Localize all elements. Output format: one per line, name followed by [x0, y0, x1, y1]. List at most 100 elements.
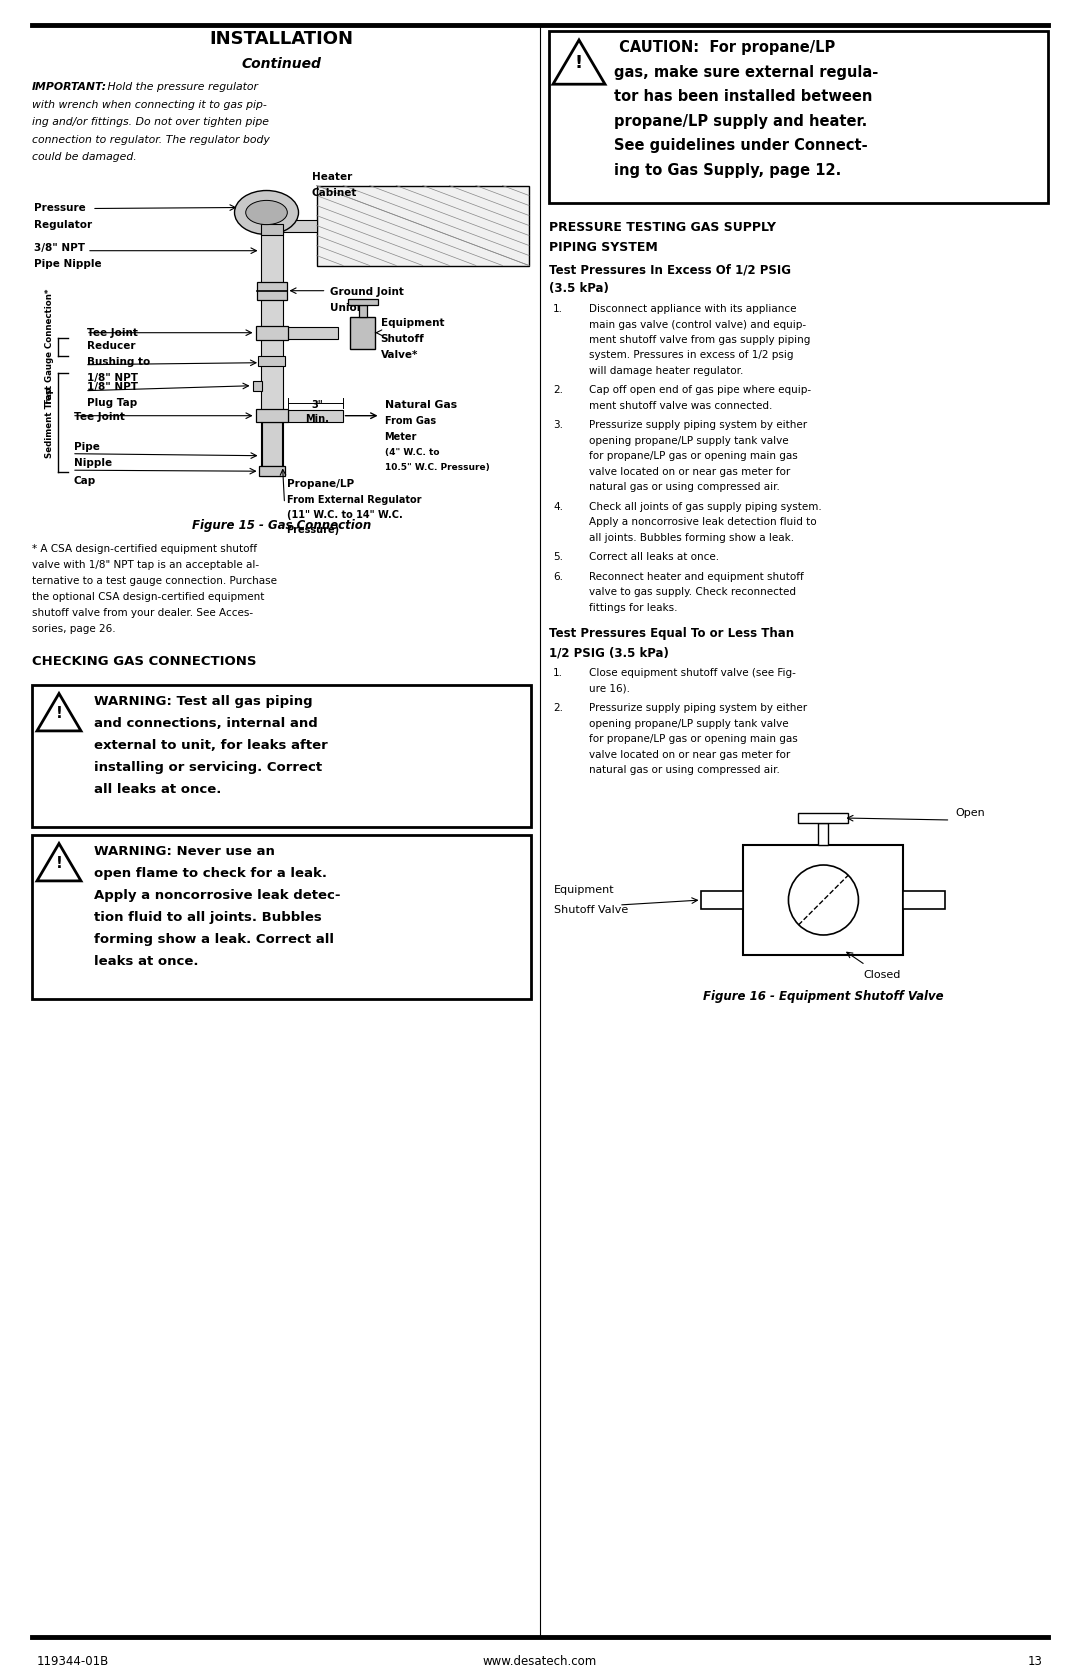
Text: all leaks at once.: all leaks at once. [94, 783, 221, 796]
Text: ing and/or fittings. Do not over tighten pipe: ing and/or fittings. Do not over tighten… [32, 117, 269, 127]
Bar [819, 823, 828, 845]
Text: 1/8" NPT: 1/8" NPT [87, 382, 138, 392]
Text: 3": 3" [311, 399, 323, 409]
Text: CAUTION:  For propane/LP: CAUTION: For propane/LP [615, 40, 835, 55]
Text: and connections, internal and: and connections, internal and [94, 716, 318, 729]
Text: natural gas or using compressed air.: natural gas or using compressed air. [589, 766, 780, 776]
Text: installing or servicing. Correct: installing or servicing. Correct [94, 761, 322, 773]
Text: 1.: 1. [553, 304, 563, 314]
Text: Reducer: Reducer [87, 340, 135, 350]
Text: Equipment: Equipment [380, 317, 444, 327]
Bar [258, 466, 284, 476]
Text: Equipment: Equipment [554, 885, 615, 895]
Text: external to unit, for leaks after: external to unit, for leaks after [94, 738, 327, 751]
Text: gas, make sure external regula-: gas, make sure external regula- [615, 65, 878, 80]
Text: From External Regulator: From External Regulator [286, 494, 421, 504]
Bar [350, 317, 375, 349]
Text: Min.: Min. [305, 414, 329, 424]
Text: could be damaged.: could be damaged. [32, 152, 137, 162]
Text: Pressure): Pressure) [286, 524, 339, 534]
Text: ure 16).: ure 16). [589, 684, 630, 694]
Text: (11" W.C. to 14" W.C.: (11" W.C. to 14" W.C. [286, 509, 402, 519]
Text: Test Pressures In Excess Of 1/2 PSIG: Test Pressures In Excess Of 1/2 PSIG [549, 264, 791, 275]
Text: open flame to check for a leak.: open flame to check for a leak. [94, 866, 327, 880]
Text: all joints. Bubbles forming show a leak.: all joints. Bubbles forming show a leak. [589, 532, 794, 542]
Text: sories, page 26.: sories, page 26. [32, 624, 116, 634]
Text: Regulator: Regulator [33, 220, 92, 230]
Text: !: ! [55, 706, 63, 721]
Text: Shutoff: Shutoff [380, 334, 424, 344]
Text: 6.: 6. [553, 572, 563, 582]
Text: ment shutoff valve from gas supply piping: ment shutoff valve from gas supply pipin… [589, 335, 810, 345]
Text: forming show a leak. Correct all: forming show a leak. Correct all [94, 933, 334, 946]
Text: main gas valve (control valve) and equip-: main gas valve (control valve) and equip… [589, 319, 806, 329]
Text: Tee Joint: Tee Joint [75, 412, 125, 422]
Text: natural gas or using compressed air.: natural gas or using compressed air. [589, 482, 780, 492]
Text: * A CSA design-certified equipment shutoff: * A CSA design-certified equipment shuto… [32, 544, 257, 554]
Text: 1/2 PSIG (3.5 kPa): 1/2 PSIG (3.5 kPa) [549, 646, 669, 659]
Text: Close equipment shutoff valve (see Fig-: Close equipment shutoff valve (see Fig- [589, 669, 796, 679]
Text: Natural Gas: Natural Gas [384, 399, 457, 409]
Bar [348, 299, 378, 305]
Text: See guidelines under Connect-: See guidelines under Connect- [615, 139, 867, 154]
Text: opening propane/LP supply tank valve: opening propane/LP supply tank valve [589, 719, 788, 729]
Text: propane/LP supply and heater.: propane/LP supply and heater. [615, 113, 867, 129]
Text: 4.: 4. [553, 502, 563, 512]
Text: 3/8" NPT: 3/8" NPT [33, 242, 85, 252]
Text: 2.: 2. [553, 704, 563, 714]
Text: Cap off open end of gas pipe where equip-: Cap off open end of gas pipe where equip… [589, 386, 811, 396]
Text: (4" W.C. to: (4" W.C. to [384, 447, 438, 457]
Text: INSTALLATION: INSTALLATION [210, 30, 353, 48]
Text: 10.5" W.C. Pressure): 10.5" W.C. Pressure) [384, 462, 489, 472]
Text: Heater: Heater [311, 172, 352, 182]
Text: PRESSURE TESTING GAS SUPPLY: PRESSURE TESTING GAS SUPPLY [549, 220, 777, 234]
Bar [287, 409, 342, 422]
Text: Continued: Continued [242, 57, 322, 72]
Bar [32, 834, 531, 998]
Text: (3.5 kPa): (3.5 kPa) [549, 282, 609, 295]
Text: Reconnect heater and equipment shutoff: Reconnect heater and equipment shutoff [589, 572, 804, 582]
Text: Tee Joint: Tee Joint [87, 327, 138, 337]
Text: tion fluid to all joints. Bubbles: tion fluid to all joints. Bubbles [94, 911, 322, 923]
Text: Check all joints of gas supply piping system.: Check all joints of gas supply piping sy… [589, 502, 822, 512]
Text: 5.: 5. [553, 552, 563, 562]
Text: system. Pressures in excess of 1/2 psig: system. Pressures in excess of 1/2 psig [589, 350, 794, 361]
Bar [258, 355, 285, 366]
Text: Plug Tap: Plug Tap [87, 397, 137, 407]
Text: opening propane/LP supply tank valve: opening propane/LP supply tank valve [589, 436, 788, 446]
Text: Cap: Cap [75, 476, 96, 486]
Text: ternative to a test gauge connection. Purchase: ternative to a test gauge connection. Pu… [32, 576, 276, 586]
Text: Valve*: Valve* [380, 350, 418, 361]
Text: !: ! [575, 55, 583, 72]
Text: Apply a noncorrosive leak detec-: Apply a noncorrosive leak detec- [94, 888, 340, 901]
Text: ing to Gas Supply, page 12.: ing to Gas Supply, page 12. [615, 162, 841, 177]
Text: the optional CSA design-certified equipment: the optional CSA design-certified equipm… [32, 591, 265, 601]
Text: will damage heater regulator.: will damage heater regulator. [589, 366, 743, 376]
Bar [256, 325, 287, 340]
Text: Pressure: Pressure [33, 202, 85, 212]
Text: Open: Open [956, 808, 985, 818]
Bar [904, 891, 945, 910]
Bar [256, 409, 287, 422]
Text: with wrench when connecting it to gas pip-: with wrench when connecting it to gas pi… [32, 100, 267, 110]
Text: tor has been installed between: tor has been installed between [615, 88, 873, 103]
Text: valve with 1/8" NPT tap is an acceptable al-: valve with 1/8" NPT tap is an acceptable… [32, 559, 259, 569]
Text: WARNING: Test all gas piping: WARNING: Test all gas piping [94, 694, 312, 708]
Bar [283, 327, 338, 339]
Text: Shutoff Valve: Shutoff Valve [554, 905, 629, 915]
Text: 1.: 1. [553, 669, 563, 679]
Text: valve to gas supply. Check reconnected: valve to gas supply. Check reconnected [589, 587, 796, 598]
Text: fittings for leaks.: fittings for leaks. [589, 603, 677, 613]
Text: Cabinet: Cabinet [311, 187, 356, 197]
Text: Figure 16 - Equipment Shutoff Valve: Figure 16 - Equipment Shutoff Valve [703, 990, 944, 1003]
Text: PIPING SYSTEM: PIPING SYSTEM [549, 240, 658, 254]
Bar [316, 185, 529, 265]
Bar [257, 282, 286, 300]
Text: Closed: Closed [863, 970, 901, 980]
Text: Pipe Nipple: Pipe Nipple [33, 259, 102, 269]
Bar [261, 422, 282, 466]
Text: Meter: Meter [384, 432, 417, 442]
Text: www.desatech.com: www.desatech.com [483, 1656, 597, 1667]
Text: CHECKING GAS CONNECTIONS: CHECKING GAS CONNECTIONS [32, 654, 257, 668]
Bar [359, 305, 366, 317]
